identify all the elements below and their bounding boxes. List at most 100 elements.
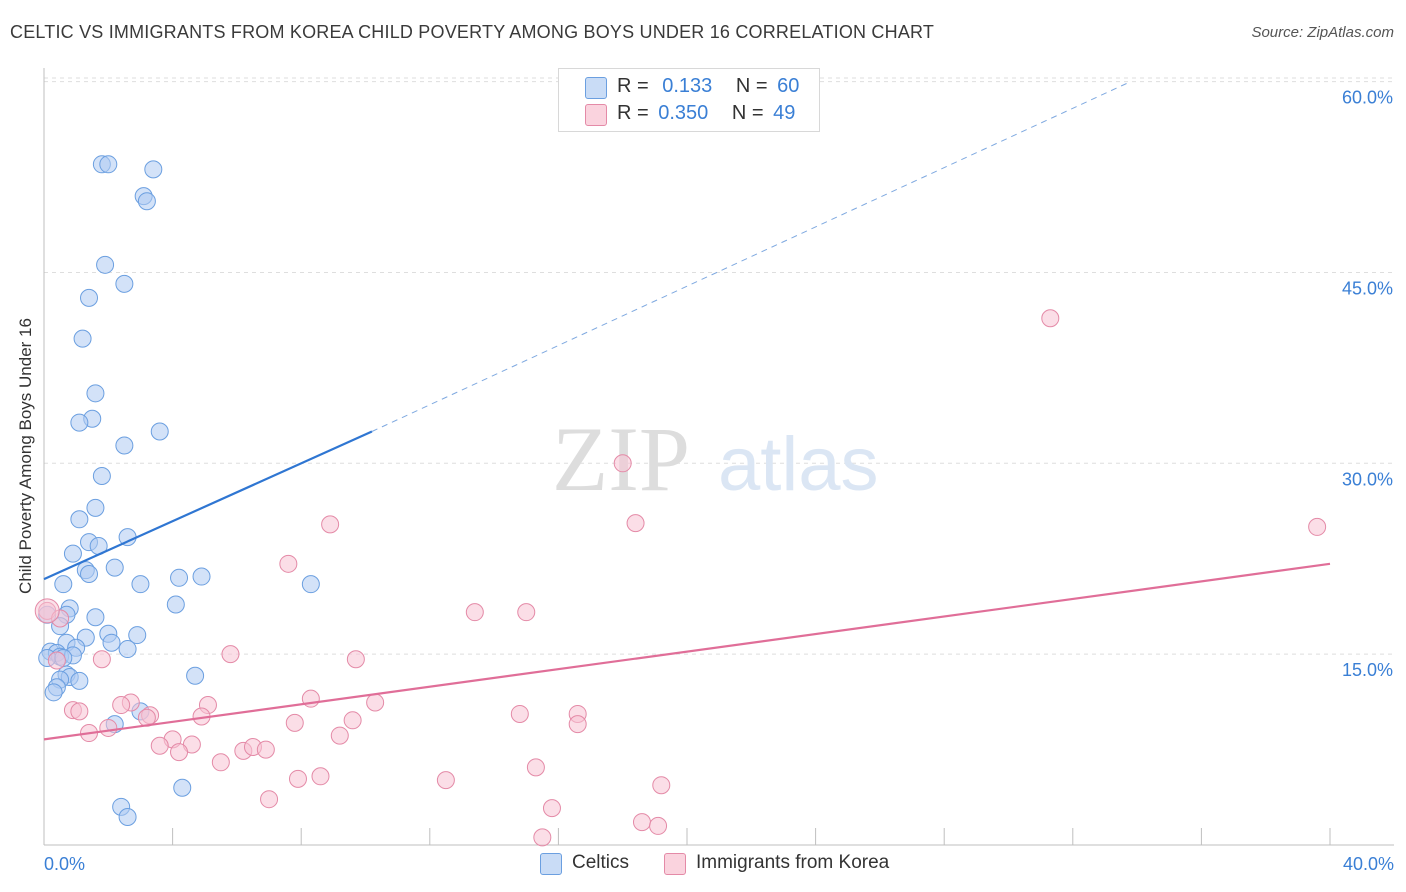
legend-text-celtics: R = 0.133 N = 60 bbox=[617, 75, 799, 98]
celtics-point bbox=[44, 683, 63, 702]
legend-r-value-korea: 0.350 bbox=[658, 102, 709, 124]
korea-point bbox=[632, 813, 651, 832]
celtics-point bbox=[80, 288, 99, 307]
celtics-point bbox=[118, 640, 137, 659]
axes bbox=[43, 68, 1394, 846]
tick-labels: 0.0% 40.0% 15.0% 30.0% 45.0% 60.0% bbox=[44, 88, 1394, 874]
korea-point bbox=[99, 718, 118, 737]
trend-lines bbox=[43, 81, 1331, 741]
legend-n-value-korea: 49 bbox=[773, 102, 796, 124]
korea-point bbox=[112, 696, 131, 715]
korea-point bbox=[1308, 517, 1327, 536]
celtics-point bbox=[54, 575, 73, 594]
korea-point bbox=[260, 790, 279, 809]
bottom-legend-label-celtics: Celtics bbox=[572, 852, 630, 873]
celtics-point bbox=[186, 666, 205, 685]
watermark-atlas: atlas bbox=[718, 422, 879, 507]
legend-n-label: N = bbox=[735, 75, 768, 97]
legend-r-label: R = bbox=[617, 75, 649, 97]
celtics-trend-extension bbox=[371, 81, 1131, 432]
korea-point bbox=[366, 693, 385, 712]
x-tick-label-min: 0.0% bbox=[44, 854, 85, 874]
celtics-point bbox=[166, 595, 185, 614]
celtics-point bbox=[131, 575, 150, 594]
celtics-point bbox=[144, 160, 163, 179]
celtics-point bbox=[115, 436, 134, 455]
korea-point bbox=[321, 515, 340, 534]
legend-n-value-celtics: 60 bbox=[777, 75, 800, 97]
korea-point bbox=[465, 603, 484, 622]
korea-point bbox=[346, 650, 365, 669]
x-tick-label-max: 40.0% bbox=[1343, 854, 1394, 874]
data-points bbox=[34, 155, 1327, 847]
korea-point bbox=[510, 704, 529, 723]
celtics-point bbox=[105, 558, 124, 577]
korea-point bbox=[288, 769, 307, 788]
celtics-point bbox=[301, 575, 320, 594]
bottom-legend-swatch-celtics bbox=[540, 853, 562, 875]
legend-n-label: N = bbox=[731, 102, 764, 124]
celtics-trend-line bbox=[43, 430, 373, 581]
y-tick-label: 15.0% bbox=[1342, 660, 1393, 680]
korea-point bbox=[279, 554, 298, 573]
y-tick-label: 30.0% bbox=[1342, 469, 1393, 489]
korea-point bbox=[1041, 309, 1060, 328]
korea-point bbox=[526, 758, 545, 777]
korea-point bbox=[652, 776, 671, 795]
bottom-legend-label-korea: Immigrants from Korea bbox=[696, 852, 890, 873]
chart-title: CELTIC VS IMMIGRANTS FROM KOREA CHILD PO… bbox=[10, 22, 935, 42]
korea-point bbox=[436, 771, 455, 790]
celtics-point bbox=[173, 778, 192, 797]
chart-source: Source: ZipAtlas.com bbox=[1251, 24, 1394, 41]
legend-r-value-celtics: 0.133 bbox=[662, 75, 713, 97]
korea-point bbox=[649, 816, 668, 835]
korea-point bbox=[92, 650, 111, 669]
y-tick-label: 60.0% bbox=[1342, 88, 1393, 108]
celtics-point bbox=[73, 329, 92, 348]
celtics-point bbox=[99, 155, 118, 174]
korea-point bbox=[568, 715, 587, 734]
korea-point bbox=[343, 711, 362, 730]
korea-point bbox=[211, 753, 230, 772]
korea-point bbox=[533, 828, 552, 847]
celtics-point bbox=[96, 255, 115, 274]
gridlines bbox=[44, 77, 1394, 655]
celtics-point bbox=[92, 467, 111, 486]
celtics-point bbox=[63, 544, 82, 563]
korea-point bbox=[285, 713, 304, 732]
celtics-point bbox=[80, 564, 99, 583]
korea-point bbox=[221, 645, 240, 664]
y-tick-label: 45.0% bbox=[1342, 278, 1393, 298]
korea-point bbox=[542, 799, 561, 818]
korea-point bbox=[517, 603, 536, 622]
korea-point bbox=[256, 740, 275, 759]
celtics-point bbox=[137, 192, 156, 211]
celtics-point bbox=[86, 608, 105, 627]
celtics-point bbox=[86, 384, 105, 403]
celtics-point bbox=[170, 568, 189, 587]
y-axis-label: Child Poverty Among Boys Under 16 bbox=[16, 318, 35, 594]
korea-point bbox=[170, 743, 189, 762]
celtics-point bbox=[118, 808, 137, 827]
korea-point bbox=[311, 767, 330, 786]
korea-point bbox=[613, 454, 632, 473]
bottom-legend-swatch-korea bbox=[664, 853, 686, 875]
celtics-point bbox=[102, 633, 121, 652]
legend-swatch-korea bbox=[585, 104, 607, 126]
celtics-point bbox=[150, 422, 169, 441]
stats-legend: R = 0.133 N = 60 R = 0.350 N = 49 bbox=[558, 68, 820, 132]
korea-point bbox=[626, 514, 645, 533]
celtics-point bbox=[70, 510, 89, 529]
korea-trend-line bbox=[43, 562, 1331, 741]
legend-swatch-celtics bbox=[585, 77, 607, 99]
celtics-point bbox=[86, 498, 105, 517]
korea-point bbox=[330, 726, 349, 745]
celtics-point bbox=[70, 671, 89, 690]
korea-point bbox=[150, 736, 169, 755]
celtics-point bbox=[115, 274, 134, 293]
zipatlas-watermark: ZIP atlas bbox=[552, 408, 879, 510]
korea-point bbox=[47, 651, 66, 670]
legend-text-korea: R = 0.350 N = 49 bbox=[617, 102, 795, 125]
korea-point bbox=[70, 702, 89, 721]
